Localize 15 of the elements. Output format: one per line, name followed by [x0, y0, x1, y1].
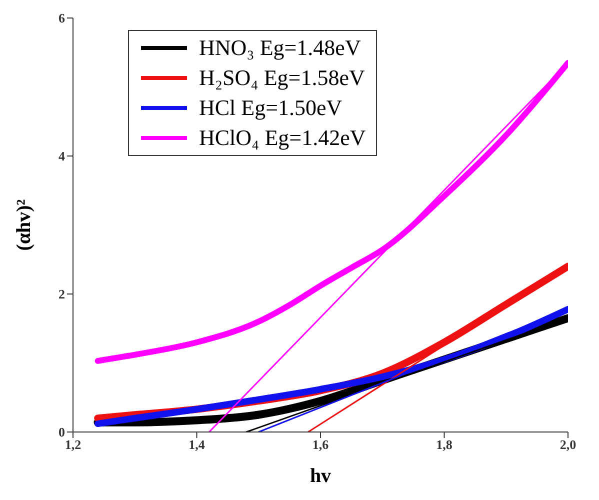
x-tick-label: 2,0 [560, 437, 576, 452]
legend-label: HClO₄ Eg=1.42eV [199, 124, 366, 152]
y-tick-label: 0 [58, 424, 65, 440]
x-tick-label: 1,2 [64, 437, 82, 452]
x-axis-title: hv [310, 465, 332, 487]
y-tick-label: 6 [58, 10, 66, 26]
x-tick-label: 1,8 [436, 437, 453, 452]
y-tick-label: 2 [58, 286, 65, 302]
legend-label: H₂SO₄ Eg=1.58eV [199, 64, 365, 92]
legend-label: HCl Eg=1.50eV [199, 94, 342, 122]
y-tick-label: 4 [58, 148, 66, 164]
x-tick-label: 1,4 [188, 437, 206, 452]
legend-label: HNO₃ Eg=1.48eV [199, 34, 361, 62]
y-axis-title: (αhv)² [13, 199, 36, 251]
x-tick-label: 1,6 [312, 437, 330, 452]
